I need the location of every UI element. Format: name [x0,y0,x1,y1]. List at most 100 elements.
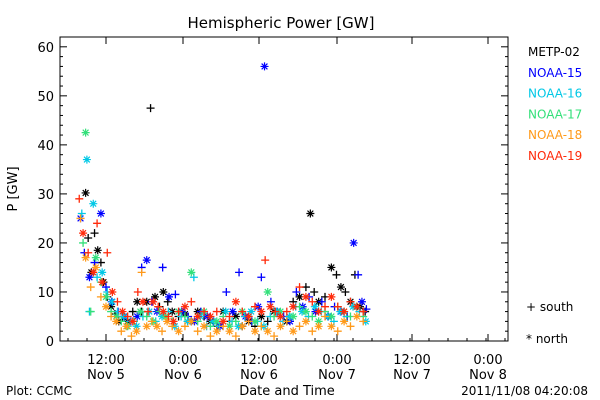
north-point [128,317,137,326]
x-tick-label-time: 12:00 [87,353,124,368]
north-point [89,199,98,208]
north-point [200,322,209,331]
south-point [346,297,355,306]
north-point [206,312,215,321]
y-tick-label: 30 [37,188,54,203]
series-noaa-18 [76,214,368,341]
north-point [225,322,234,331]
south-point [79,238,88,247]
y-tick-label: 60 [37,41,54,56]
south-point [250,302,259,311]
legend-entry-noaa-16: NOAA-16 [528,87,582,101]
north-point [212,317,221,326]
south-point [158,263,167,272]
south-point [137,268,146,277]
south-point [193,327,202,336]
south-point [231,332,240,341]
north-point [91,263,100,272]
north-point [314,322,323,331]
south-point [86,283,95,292]
x-tick-label-time: 0:00 [473,353,502,368]
legend-north: * north [526,332,568,346]
north-point [138,297,147,306]
south-point [308,297,317,306]
legend-entry-noaa-17: NOAA-17 [528,107,582,121]
series-noaa-17 [79,128,368,331]
south-point [76,214,85,223]
x-tick-label-date: Nov 7 [318,368,356,383]
south-point [317,297,326,306]
north-point [96,209,105,218]
y-tick-label: 0 [46,335,54,350]
north-point [257,312,266,321]
north-point [212,327,221,336]
south-point [90,258,99,267]
north-point [231,312,240,321]
south-point [84,248,93,257]
south-point [282,307,291,316]
north-point [327,292,336,301]
south-point [333,302,342,311]
south-point [346,322,355,331]
south-point [93,273,102,282]
north-point [132,327,141,336]
north-point [263,287,272,296]
plot-credit: Plot: CCMC [6,384,72,398]
north-point [152,322,161,331]
north-point [91,253,100,262]
north-point [295,292,304,301]
south-point [266,297,275,306]
north-point [136,307,145,316]
south-point [321,302,330,311]
north-point [108,287,117,296]
south-point [200,307,209,316]
north-point [340,307,349,316]
north-point [260,62,269,71]
north-point [231,297,240,306]
south-point [117,327,126,336]
south-point [127,332,136,341]
south-point [84,234,93,243]
north-point [276,322,285,331]
south-point [142,312,151,321]
north-point [81,188,90,197]
south-point [261,256,270,265]
x-tick-label-date: Nov 8 [469,368,507,383]
south-point [75,194,84,203]
x-tick-label-time: 12:00 [240,353,277,368]
series-metp-02 [81,104,370,331]
south-point [332,270,341,279]
north-point [289,302,298,311]
north-point [225,327,234,336]
north-point [102,292,110,301]
south-point [321,312,330,321]
north-point [174,327,183,336]
south-point [225,312,234,321]
north-point [107,302,116,311]
legend-south: + south [526,300,573,314]
north-point [228,307,237,316]
x-tick-label-date: Nov 5 [87,368,125,383]
north-point [301,292,310,301]
south-point [359,307,368,316]
north-point [314,317,323,326]
data-points [75,62,371,341]
north-point [142,256,151,265]
south-point [171,290,180,299]
north-point [180,302,189,311]
north-point [187,317,196,326]
plot-timestamp: 2011/11/08 04:20:08 [461,384,588,398]
legend-entry-metp-02: METP-02 [528,45,580,59]
south-point [133,287,142,296]
chart-title: Hemispheric Power [GW] [188,14,375,32]
south-point [292,287,301,296]
plot-border [59,36,509,342]
north-point [133,297,142,306]
south-point [187,297,196,306]
north-point [314,307,323,316]
series-noaa-15 [76,62,371,331]
south-point [102,283,110,292]
south-point [113,297,122,306]
north-point [289,327,298,336]
north-point [349,238,358,247]
